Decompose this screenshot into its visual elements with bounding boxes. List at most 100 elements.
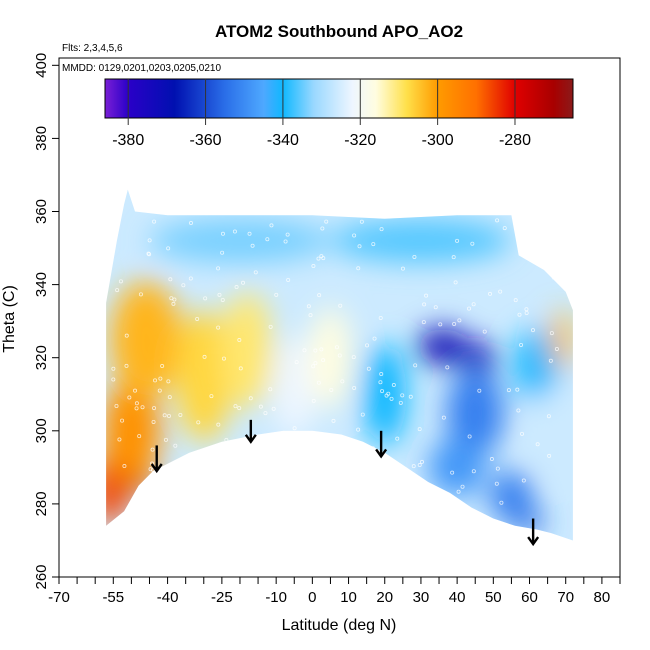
sample-point <box>352 233 357 238</box>
sample-point <box>111 366 116 371</box>
sample-point <box>322 463 327 468</box>
sample-point <box>365 343 370 348</box>
field-blob <box>363 343 407 446</box>
sample-point <box>324 219 329 224</box>
x-tick-label: 70 <box>557 589 574 606</box>
sample-point <box>234 285 239 290</box>
sample-point <box>357 493 362 498</box>
sample-point <box>332 435 337 440</box>
sample-point <box>238 366 243 371</box>
sample-point <box>196 420 201 425</box>
sample-point <box>312 484 317 489</box>
sample-point <box>286 277 291 282</box>
sample-point <box>408 394 413 399</box>
sample-point <box>203 296 208 301</box>
sample-point <box>166 246 171 251</box>
y-tick-label: 400 <box>33 53 50 78</box>
colorbar-tick-label: -360 <box>190 132 222 149</box>
y-axis: 260 280 300 320 340 360 380 400 <box>33 53 60 590</box>
sample-point <box>482 329 487 334</box>
sample-point <box>391 490 396 495</box>
sample-point <box>398 400 403 405</box>
sample-point <box>516 408 521 413</box>
sample-point <box>334 345 339 350</box>
sample-point <box>360 412 365 417</box>
sample-point <box>321 256 326 261</box>
sample-point <box>268 387 273 392</box>
sample-point <box>411 464 416 469</box>
sample-point <box>450 470 455 475</box>
sample-point <box>292 426 297 431</box>
sample-point <box>400 393 405 398</box>
sample-point <box>253 270 258 275</box>
sample-point <box>335 481 340 486</box>
dates-note: MMDD: 0129,0201,0203,0205,0210 <box>62 63 221 74</box>
sample-point <box>112 223 117 228</box>
sample-point <box>548 358 553 363</box>
sample-point <box>138 292 143 297</box>
sample-point <box>337 353 342 358</box>
x-tick-label: 50 <box>485 589 502 606</box>
sample-point <box>181 283 186 288</box>
sample-point <box>202 354 207 359</box>
sample-point <box>163 437 168 442</box>
sample-point <box>311 398 316 403</box>
sample-point <box>147 238 152 243</box>
sample-point <box>216 325 221 330</box>
sample-point <box>162 413 167 418</box>
sample-point <box>148 467 153 472</box>
sample-point <box>220 297 225 302</box>
field-blob <box>149 218 331 263</box>
sample-point <box>148 503 153 508</box>
sample-point <box>153 378 158 383</box>
sample-point <box>535 442 540 447</box>
x-tick-label: 40 <box>449 589 466 606</box>
sample-point <box>389 396 394 401</box>
sample-point <box>316 482 321 487</box>
sample-point <box>268 324 273 329</box>
sample-point <box>311 364 316 369</box>
sample-point <box>308 313 313 318</box>
field-blob <box>221 291 273 409</box>
sample-point <box>421 320 426 325</box>
sample-point <box>400 266 405 271</box>
sample-point <box>460 484 465 489</box>
field-blob <box>536 386 566 475</box>
sample-point <box>515 232 520 237</box>
sample-point <box>150 447 155 452</box>
sample-point <box>168 277 173 282</box>
sample-point <box>274 292 279 297</box>
sample-point <box>312 487 317 492</box>
sample-point <box>124 333 129 338</box>
sample-point <box>254 502 259 507</box>
sample-point <box>220 231 225 236</box>
sample-point <box>372 336 377 341</box>
sample-point <box>191 494 196 499</box>
sample-point <box>348 439 353 444</box>
sample-point <box>250 243 255 248</box>
x-tick-label: 10 <box>340 589 357 606</box>
sample-point <box>453 280 458 285</box>
sample-point <box>220 250 225 255</box>
sample-point <box>451 255 456 260</box>
sample-point <box>352 385 357 390</box>
sample-point <box>499 500 504 505</box>
sample-point <box>417 463 422 468</box>
sample-point <box>187 508 192 513</box>
x-tick-label: -70 <box>48 589 70 606</box>
sample-point <box>149 489 154 494</box>
sample-point <box>539 225 544 230</box>
sample-point <box>359 219 364 224</box>
sample-point <box>313 348 318 353</box>
sample-point <box>313 361 318 366</box>
profile-arrow <box>527 518 540 547</box>
sample-point <box>489 457 494 462</box>
colorbar-tick-label: -380 <box>112 132 144 149</box>
sample-point <box>157 388 162 393</box>
sample-point <box>521 478 526 483</box>
sample-point <box>265 237 270 242</box>
sample-point <box>384 393 389 398</box>
x-tick-label: -10 <box>265 589 287 606</box>
sample-point <box>314 441 319 446</box>
sample-point <box>378 380 383 385</box>
